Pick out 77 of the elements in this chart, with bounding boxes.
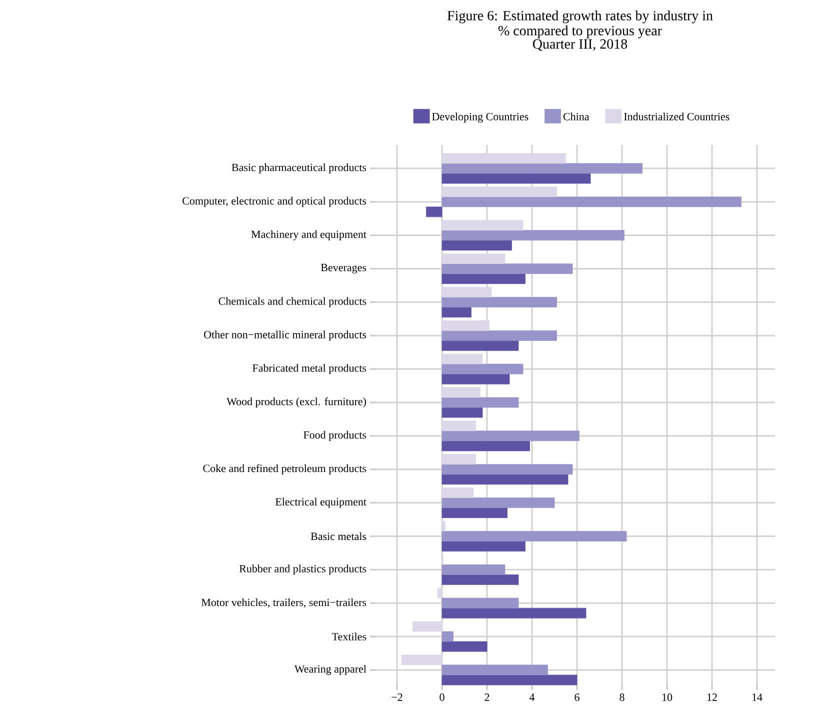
bar (442, 374, 510, 384)
bar (442, 608, 586, 618)
bar (442, 306, 472, 318)
bar (442, 196, 742, 208)
y-tick-label: Fabricated metal products (252, 364, 366, 374)
bar (442, 186, 557, 198)
y-tick-label: Textiles (332, 632, 366, 640)
legend-label: Industrialized Countries (624, 112, 730, 120)
y-tick-label: Wood products (excl. furniture) (226, 397, 366, 408)
bar (442, 508, 508, 518)
bar (442, 387, 480, 398)
bar (442, 264, 573, 274)
bar (442, 240, 512, 251)
bar (442, 641, 488, 652)
bar (442, 286, 492, 298)
bar (401, 654, 442, 666)
bar (442, 354, 483, 364)
bar (442, 498, 555, 508)
x-tick-label: 0 (440, 694, 444, 701)
bar (442, 364, 524, 374)
chart-title: Figure 6: Estimated growth rates by industry in % compared to previous year (447, 10, 713, 38)
x-tick-label: −2 (392, 694, 402, 701)
x-tick-label: 4 (529, 694, 535, 701)
x-tick-label: 14 (752, 694, 762, 701)
x-tick-label: 8 (620, 694, 624, 701)
bar (437, 588, 442, 598)
y-tick-label: Other non−metallic mineral products (204, 330, 366, 341)
bar (442, 564, 506, 575)
y-tick-label: Chemicals and chemical products (218, 297, 366, 308)
bar (442, 674, 578, 686)
bar (442, 541, 526, 552)
bar (442, 520, 446, 532)
y-tick-label: Food products (304, 430, 366, 441)
bar (426, 206, 442, 218)
bar (442, 397, 519, 408)
bar (442, 407, 483, 418)
bar (442, 420, 476, 432)
x-tick-label: 2 (484, 694, 490, 701)
x-tick-label: 10 (662, 694, 672, 701)
y-tick-label: Machinery and equipment (251, 230, 366, 240)
bar (442, 530, 627, 542)
bar (442, 230, 624, 240)
bar (442, 296, 557, 308)
legend-label: Developing Countries (432, 112, 528, 123)
y-tick-label: Electrical equipment (275, 498, 366, 508)
y-tick-label: Beverages (320, 264, 366, 274)
bar (442, 163, 642, 174)
chart-subtitle: Quarter III, 2018 (532, 39, 628, 51)
bar (442, 454, 476, 465)
bar (442, 330, 557, 341)
y-tick-label: Motor vehicles, trailers, semi−trailers (201, 598, 366, 608)
bar (442, 464, 573, 475)
bar (442, 430, 580, 442)
x-tick-label: 6 (574, 694, 580, 701)
y-tick-label: Wearing apparel (294, 664, 366, 675)
y-tick-label: Computer, electronic and optical products (182, 196, 366, 207)
bar (442, 340, 519, 351)
bar (442, 153, 566, 164)
y-tick-label: Basic metals (310, 532, 366, 540)
bar (442, 173, 591, 184)
bar (442, 274, 526, 284)
bar (442, 631, 454, 642)
bar (442, 220, 524, 230)
bar (442, 474, 568, 485)
bar (412, 621, 442, 632)
y-tick-label: Rubber and plastics products (239, 564, 366, 575)
bar (442, 574, 519, 585)
bar (442, 488, 474, 498)
bar (442, 664, 548, 676)
bar (442, 320, 490, 331)
y-tick-label: Basic pharmaceutical products (232, 163, 366, 174)
bar (442, 440, 530, 452)
legend-label: China (563, 112, 590, 120)
x-tick-label: 12 (707, 694, 717, 701)
bar (442, 253, 506, 264)
y-tick-label: Coke and refined petroleum products (203, 464, 366, 474)
bar (442, 598, 519, 608)
